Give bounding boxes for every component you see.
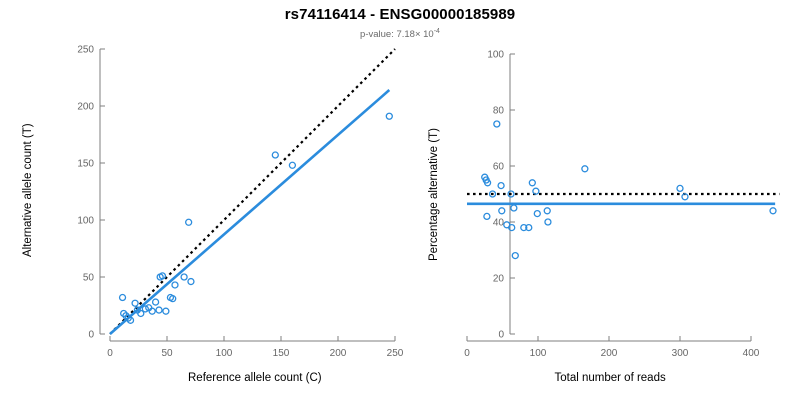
data-point xyxy=(148,307,156,315)
x-tick-label: 100 xyxy=(530,348,547,359)
data-point xyxy=(120,309,128,318)
data-point xyxy=(483,212,491,221)
y-tick-label: 0 xyxy=(498,330,504,341)
data-point xyxy=(288,161,297,169)
y-axis-title-right: Percentage alternative (T) xyxy=(428,127,440,261)
pvalue-text: p-value: 7.18× 10 xyxy=(360,29,434,41)
y-tick-label: 100 xyxy=(77,216,94,227)
data-point xyxy=(162,307,170,315)
y-tick-label: 200 xyxy=(77,102,94,113)
data-point xyxy=(488,190,497,198)
x-axis-title-left: Reference allele count (C) xyxy=(188,372,322,384)
data-point xyxy=(271,151,279,159)
x-tick-label: 100 xyxy=(216,348,233,359)
data-point xyxy=(483,179,492,187)
data-point xyxy=(126,316,135,324)
data-point xyxy=(543,207,551,215)
y-tick-label: 20 xyxy=(493,274,505,285)
reference-line xyxy=(109,48,396,335)
data-point xyxy=(510,204,518,212)
y-tick-label: 0 xyxy=(88,330,94,341)
data-point xyxy=(520,223,528,232)
x-tick-label: 200 xyxy=(601,348,618,359)
data-point xyxy=(498,207,506,215)
x-tick-label: 0 xyxy=(107,348,113,359)
x-tick-label: 200 xyxy=(330,348,347,359)
y-tick-label: 80 xyxy=(493,106,505,117)
data-point xyxy=(544,218,552,226)
x-tick-label: 300 xyxy=(672,348,689,359)
data-point xyxy=(131,299,139,307)
scatter-plot-percentage: 0 100 200 300 400 0 20 40 60 80 100 xyxy=(464,50,780,359)
data-point xyxy=(525,223,533,232)
data-point xyxy=(508,223,516,232)
data-point xyxy=(124,314,132,322)
data-point xyxy=(169,295,177,303)
y-axis-title-left: Alternative allele count (T) xyxy=(22,123,34,257)
data-point xyxy=(533,209,541,218)
data-point xyxy=(187,277,195,286)
y-tick-label: 60 xyxy=(493,162,505,173)
panel-percentage-vs-depth: 0 100 200 300 400 0 20 40 60 80 100 Percentage alt… xyxy=(410,0,800,400)
data-point xyxy=(151,298,160,306)
x-axis-title-right: Total number of reads xyxy=(554,372,666,384)
fit-line xyxy=(109,89,391,335)
data-point xyxy=(532,187,540,195)
y-tick-label: 40 xyxy=(493,218,505,229)
data-point xyxy=(118,293,127,302)
data-point xyxy=(385,112,393,120)
y-tick-label: 50 xyxy=(83,273,95,284)
y-tick-label: 150 xyxy=(77,159,94,170)
x-tick-label: 0 xyxy=(464,348,470,359)
data-point xyxy=(137,309,145,318)
data-point xyxy=(122,312,130,320)
x-tick-label: 50 xyxy=(161,348,173,359)
data-point xyxy=(155,306,163,314)
data-point xyxy=(581,165,589,173)
x-tick-label: 400 xyxy=(743,348,760,359)
x-tick-label: 150 xyxy=(273,348,290,359)
data-point xyxy=(528,179,536,187)
data-point xyxy=(769,207,777,215)
scatter-plot-allele-counts: 0 50 100 150 200 250 0 50 100 150 200 250 xyxy=(77,45,404,360)
pvalue-exponent: -4 xyxy=(433,28,440,35)
y-tick-label: 100 xyxy=(487,50,504,61)
panel-allele-counts: 0 50 100 150 200 250 0 50 100 150 200 250 Alternati… xyxy=(22,45,404,385)
data-point xyxy=(681,193,689,201)
y-tick-label: 250 xyxy=(77,45,94,56)
data-point xyxy=(185,218,193,226)
data-point xyxy=(507,190,515,198)
pvalue-subtitle: p-value: 7.18× 10-4 xyxy=(0,28,800,40)
data-point xyxy=(497,181,505,190)
data-point xyxy=(493,120,501,128)
data-point xyxy=(676,184,684,193)
data-point xyxy=(511,251,519,260)
x-tick-label: 250 xyxy=(387,348,404,359)
data-point xyxy=(180,273,188,281)
page-title: rs74116414 - ENSG00000185989 xyxy=(284,6,516,23)
data-point xyxy=(141,305,149,313)
data-point xyxy=(171,281,179,289)
data-point xyxy=(158,272,167,280)
